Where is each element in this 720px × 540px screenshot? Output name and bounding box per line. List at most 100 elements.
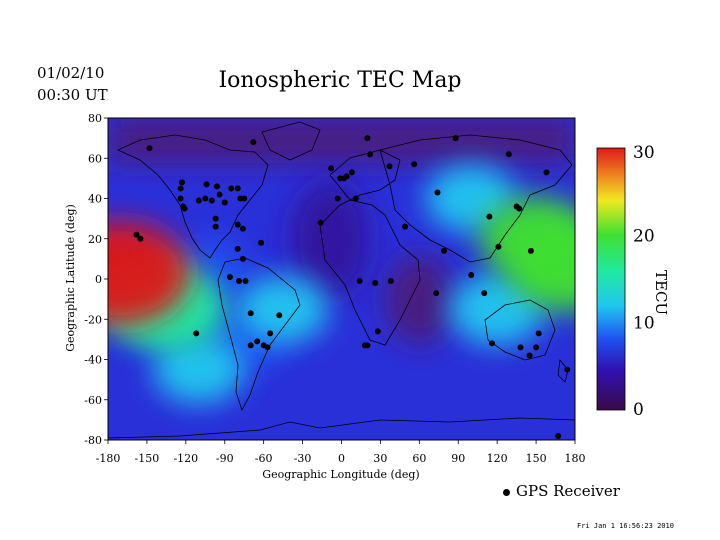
x-tick-label-11: 150 (526, 452, 547, 465)
gps-receiver-67 (527, 247, 534, 254)
x-tick-label-2: -120 (173, 452, 198, 465)
gps-receiver-32 (254, 338, 261, 345)
tec-field (108, 118, 575, 440)
y-tick-label-5: 20 (88, 233, 102, 246)
tec-peak-9 (511, 225, 575, 312)
gps-receiver-14 (221, 199, 228, 206)
gps-receiver-22 (234, 245, 241, 252)
tec-peak-10 (108, 220, 190, 325)
gps-receiver-61 (468, 271, 475, 278)
gps-receiver-62 (481, 290, 488, 297)
gps-receiver-45 (334, 195, 341, 202)
gps-receiver-5 (177, 195, 184, 202)
africa-depression (385, 255, 455, 345)
gps-receiver-11 (212, 215, 219, 222)
gps-receiver-48 (386, 163, 393, 170)
x-tick-label-7: 30 (373, 452, 387, 465)
gps-receiver-37 (193, 330, 200, 337)
x-tick-label-9: 90 (451, 452, 465, 465)
gps-receiver-57 (361, 342, 368, 349)
gps-receiver-16 (234, 185, 241, 192)
gps-receiver-70 (488, 340, 495, 347)
gps-receiver-7 (181, 205, 188, 212)
y-tick-label-4: 0 (95, 273, 102, 286)
x-tick-label-8: 60 (412, 452, 426, 465)
gps-receiver-25 (236, 278, 243, 285)
gps-receiver-28 (203, 181, 210, 188)
greenland-coastline (261, 121, 321, 161)
gps-receiver-29 (213, 183, 220, 190)
tec-peak-2 (237, 275, 329, 344)
date-label: 01/02/10 (37, 64, 105, 82)
colorbar-tick-label-2: 20 (633, 226, 655, 246)
gps-receiver-53 (356, 278, 363, 285)
tec-peak-3 (153, 335, 245, 404)
x-tick-label-5: -30 (294, 452, 312, 465)
gps-receiver-60 (433, 290, 440, 297)
new-zealand-coastline (557, 359, 569, 383)
gps-receiver-55 (374, 328, 381, 335)
gps-receiver-8 (195, 197, 202, 204)
gps-receiver-34 (264, 344, 271, 351)
gps-receiver-12 (212, 223, 219, 230)
gps-receiver-52 (372, 280, 379, 287)
gps-receiver-74 (535, 330, 542, 337)
north-america-coastline (117, 134, 269, 259)
x-tick-label-0: -180 (96, 452, 121, 465)
gps-receiver-38 (317, 219, 324, 226)
gps-receiver-21 (239, 225, 246, 232)
receiver-layer (133, 135, 571, 439)
gps-receiver-68 (505, 151, 512, 158)
gps-receiver-15 (228, 185, 235, 192)
gps-receiver-23 (239, 255, 246, 262)
gps-receiver-20 (234, 221, 241, 228)
antarctica-coastline (108, 417, 575, 439)
gps-receiver-73 (533, 344, 540, 351)
colorbar-label: TECU (652, 270, 670, 316)
gps-receiver-1 (133, 231, 140, 238)
gps-receiver-50 (434, 189, 441, 196)
x-tick-label-6: 0 (338, 452, 345, 465)
y-tick-label-1: -60 (84, 394, 102, 407)
y-tick-label-0: -80 (84, 434, 102, 447)
gps-receiver-63 (486, 213, 493, 220)
gps-receiver-71 (517, 344, 524, 351)
legend: GPS Receiver (503, 482, 620, 500)
chart-title: Ionospheric TEC Map (218, 68, 462, 93)
gps-receiver-31 (247, 342, 254, 349)
gps-receiver-19 (250, 139, 257, 146)
gps-receiver-46 (364, 135, 371, 142)
time-label: 00:30 UT (37, 86, 108, 104)
colorbar (596, 147, 626, 411)
gps-receiver-0 (146, 145, 153, 152)
colorbar-tick-label-3: 30 (633, 143, 655, 163)
y-tick-label-6: 40 (88, 193, 102, 206)
tec-peaks-layer (108, 164, 575, 404)
x-tick-label-3: -90 (216, 452, 234, 465)
legend-label: GPS Receiver (516, 482, 620, 500)
gps-receiver-75 (564, 366, 571, 373)
coastlines (108, 121, 575, 439)
gps-receiver-64 (495, 243, 502, 250)
gps-receiver-47 (367, 151, 374, 158)
colorbar-tick-label-1: 10 (633, 314, 655, 334)
y-axis-ticks: -80 -60 -40 -20 0 20 40 60 80 (84, 112, 108, 447)
gps-receiver-10 (208, 197, 215, 204)
gps-receiver-39 (328, 165, 335, 172)
gps-receiver-36 (276, 312, 283, 319)
gps-receiver-3 (178, 179, 185, 186)
gps-receiver-26 (242, 278, 249, 285)
gps-receiver-27 (258, 239, 265, 246)
x-tick-label-10: 120 (487, 452, 508, 465)
australia-coastline (484, 299, 556, 361)
colorbar-tick-label-0: 0 (633, 400, 644, 420)
x-tick-label-1: -150 (135, 452, 160, 465)
gps-receiver-72 (526, 352, 533, 359)
y-tick-label-2: -40 (84, 354, 102, 367)
colorbar-ticks: 0 10 20 30 (633, 143, 655, 420)
y-axis-label: Geographic Latitude (deg) (64, 204, 77, 352)
gps-receiver-59 (440, 247, 447, 254)
y-tick-label-7: 60 (88, 152, 102, 165)
gps-receiver-66 (516, 205, 523, 212)
x-tick-label-4: -60 (255, 452, 273, 465)
